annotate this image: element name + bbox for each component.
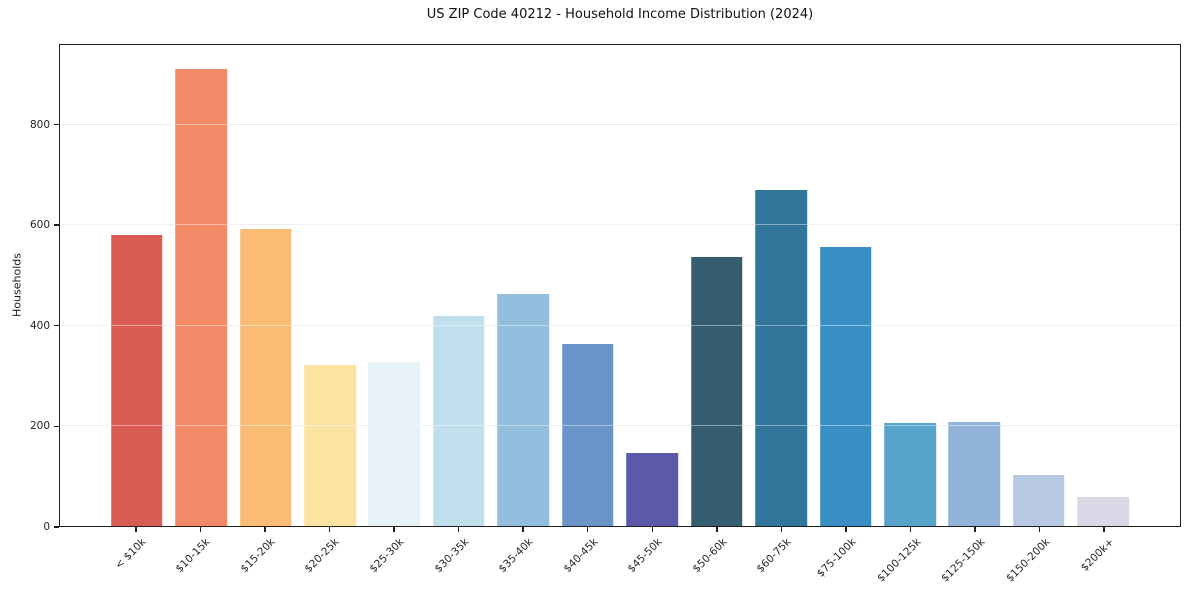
bar-25-30k: [368, 362, 421, 526]
y-tick-mark-800: [54, 123, 59, 126]
y-axis-label: Households: [10, 253, 24, 317]
x-tick-mark-10: [780, 527, 783, 532]
bar-100-125k: [884, 423, 936, 526]
gridline-overlay-200: [60, 424, 1180, 426]
y-tick-label-600: 600: [29, 219, 50, 232]
x-tick-mark-12: [909, 527, 912, 532]
gridline-800: [60, 124, 1180, 126]
bar-200k: [1077, 497, 1130, 526]
plot-area: [59, 44, 1181, 527]
bars-layer: [60, 45, 1180, 526]
x-tick-mark-4: [393, 527, 395, 532]
x-tick-mark-7: [587, 527, 589, 532]
x-tick-label-0: < $10k: [112, 536, 149, 572]
y-tick-label-800: 800: [29, 118, 50, 131]
x-tick-mark-13: [974, 527, 976, 532]
bar-10k: [110, 235, 163, 526]
bar-45-50k: [626, 453, 678, 526]
gridline-overlay-layer: [60, 45, 1180, 526]
bar-50-60k: [690, 257, 743, 526]
gridline-overlay-800: [60, 124, 1180, 126]
x-tick-mark-2: [264, 527, 266, 532]
y-tick-label-0: 0: [43, 521, 50, 533]
bar-20-25k: [304, 364, 356, 526]
x-tick-mark-3: [328, 527, 331, 532]
y-tick-mark-400: [54, 325, 59, 327]
x-tick-mark-0: [135, 527, 137, 532]
y-tick-mark-200: [54, 425, 59, 428]
gridline-overlay-400: [60, 324, 1180, 326]
gridline-overlay-600: [60, 224, 1180, 226]
x-tick-mark-5: [457, 527, 460, 532]
bar-40-45k: [561, 344, 614, 526]
bar-75-100k: [819, 247, 872, 526]
x-tick-mark-9: [716, 527, 718, 532]
bar-60-75k: [755, 190, 807, 526]
chart-title: US ZIP Code 40212 - Household Income Dis…: [426, 7, 814, 22]
gridlines-layer: [60, 45, 1180, 526]
x-tick-mark-6: [522, 527, 524, 532]
y-tick-label-400: 400: [29, 319, 50, 332]
y-tick-mark-0: [54, 526, 59, 528]
bar-10-15k: [175, 69, 227, 526]
x-tick-mark-11: [845, 527, 847, 532]
y-tick-label-200: 200: [29, 420, 50, 433]
bar-15-20k: [239, 229, 292, 526]
gridline-600: [60, 224, 1180, 226]
x-tick-mark-8: [651, 527, 653, 532]
x-tick-mark-1: [199, 527, 202, 532]
gridline-400: [60, 324, 1180, 326]
bar-35-40k: [497, 293, 550, 526]
gridline-200: [60, 424, 1180, 426]
bar-30-35k: [433, 316, 485, 526]
bar-125-150k: [948, 421, 1001, 526]
x-tick-mark-14: [1038, 527, 1041, 532]
bar-150-200k: [1013, 474, 1065, 526]
y-tick-mark-600: [54, 224, 59, 226]
x-tick-mark-15: [1103, 527, 1105, 532]
